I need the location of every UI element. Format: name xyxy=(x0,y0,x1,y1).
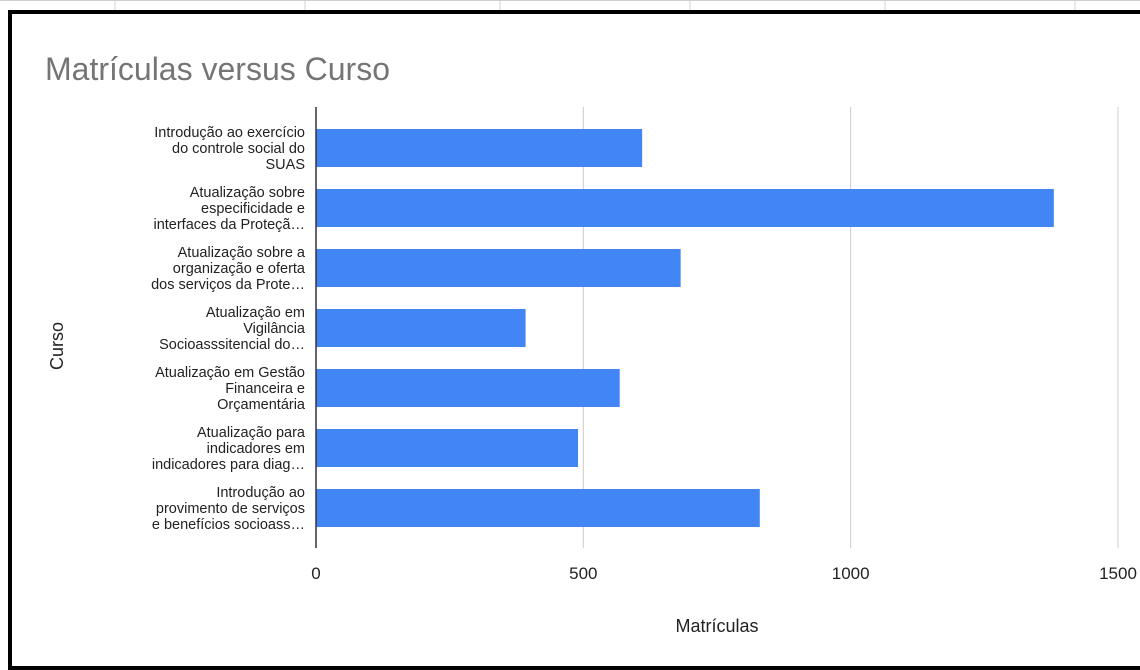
y-tick-label: Socioasssitencial do… xyxy=(159,337,305,353)
y-tick-label: Atualização sobre xyxy=(190,185,305,201)
y-tick-label: SUAS xyxy=(266,157,306,173)
y-tick-label: organização e oferta xyxy=(173,261,306,277)
bar[interactable] xyxy=(316,189,1054,227)
y-tick-label: Introdução ao exercício xyxy=(154,125,305,141)
y-tick-label: Financeira e xyxy=(225,381,305,397)
y-tick-label: interfaces da Proteçã… xyxy=(153,217,305,233)
bars xyxy=(316,129,1054,527)
y-axis-label: Curso xyxy=(47,322,67,370)
x-axis-label: Matrículas xyxy=(675,616,758,636)
x-tick-label: 0 xyxy=(311,564,320,583)
bar[interactable] xyxy=(316,429,578,467)
bar[interactable] xyxy=(316,369,620,407)
x-tick-label: 500 xyxy=(569,564,597,583)
chart-frame xyxy=(8,10,1140,670)
y-tick-label: dos serviços da Prote… xyxy=(151,277,305,293)
y-tick-label: Atualização sobre a xyxy=(178,245,306,261)
y-tick-label: Vigilância xyxy=(243,321,306,337)
chart-title: Matrículas versus Curso xyxy=(45,51,390,87)
gridlines xyxy=(582,107,1119,548)
x-tick-label: 1500 xyxy=(1099,564,1137,583)
value-tick-labels: 0 500 1000 1500 xyxy=(311,564,1137,583)
bar[interactable] xyxy=(316,309,526,347)
y-tick-label: Atualização em Gestão xyxy=(155,365,305,381)
y-tick-label: especificidade e xyxy=(201,201,305,217)
y-tick-label: provimento de serviços xyxy=(156,501,305,517)
y-tick-label: e benefícios socioass… xyxy=(152,517,305,533)
y-tick-label: do controle social do xyxy=(172,141,305,157)
bar-chart: Matrículas versus Curso Introdução ao ex… xyxy=(45,51,1137,636)
y-tick-label: indicadores para diag… xyxy=(152,457,305,473)
y-tick-label: Atualização em xyxy=(206,305,305,321)
x-tick-label: 1000 xyxy=(832,564,870,583)
background-grid xyxy=(0,0,1140,14)
bar[interactable] xyxy=(316,129,643,167)
bar[interactable] xyxy=(316,249,681,287)
y-tick-label: Introdução ao xyxy=(216,485,305,501)
y-tick-label: Orçamentária xyxy=(217,397,306,413)
y-tick-label: indicadores em xyxy=(207,441,305,457)
bar[interactable] xyxy=(316,489,760,527)
y-tick-label: Atualização para xyxy=(197,425,306,441)
